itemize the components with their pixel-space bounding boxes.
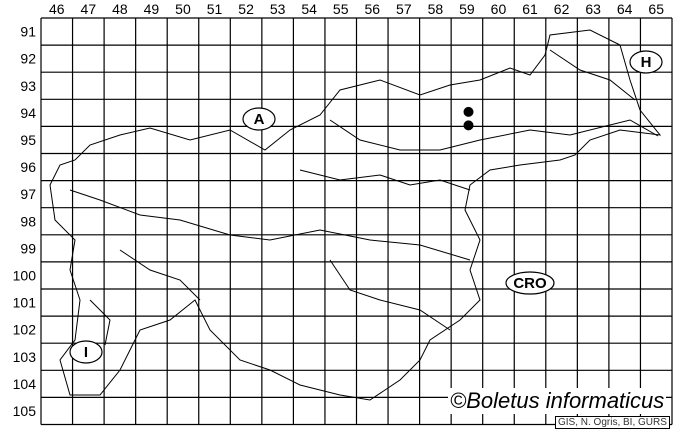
- country-label-austria-oval: [242, 107, 276, 131]
- row-label: 104: [13, 376, 37, 392]
- credits-text: GIS, N. Ogris, BI, GURS: [555, 416, 670, 429]
- record-dot: [463, 106, 474, 117]
- row-label: 103: [13, 349, 37, 365]
- country-label-italy: I: [84, 344, 88, 361]
- row-label: 92: [20, 51, 36, 67]
- river: [69, 189, 471, 261]
- row-label: 94: [20, 105, 36, 121]
- column-label: 47: [81, 1, 97, 17]
- row-label: 91: [20, 24, 36, 40]
- row-label: 101: [13, 295, 37, 311]
- column-label: 46: [49, 1, 65, 17]
- column-label: 52: [238, 1, 254, 17]
- grid: [40, 17, 673, 426]
- column-label: 56: [364, 1, 380, 17]
- river: [89, 299, 111, 346]
- country-label-hungary-oval: [629, 50, 663, 74]
- slovenia-border: [49, 29, 662, 401]
- country-label-croatia: CRO: [513, 275, 547, 292]
- country-label-italy-oval: [69, 340, 103, 364]
- column-label: 50: [175, 1, 191, 17]
- river: [329, 119, 659, 151]
- row-label: 96: [20, 159, 36, 175]
- records: [463, 106, 474, 131]
- record-dot: [463, 120, 474, 131]
- column-label: 51: [207, 1, 223, 17]
- column-label: 53: [270, 1, 286, 17]
- row-label: 99: [20, 240, 36, 256]
- country-label-hungary: H: [641, 54, 652, 71]
- river: [119, 249, 201, 301]
- column-label: 64: [617, 1, 633, 17]
- column-label: 57: [396, 1, 412, 17]
- column-label: 54: [301, 1, 317, 17]
- country-label-austria: A: [254, 111, 265, 128]
- column-label: 63: [585, 1, 601, 17]
- column-label: 48: [112, 1, 128, 17]
- country-border: [49, 29, 662, 401]
- row-label: 98: [20, 213, 36, 229]
- copyright-text: ©Boletus informaticus: [448, 388, 667, 414]
- row-label: 95: [20, 132, 36, 148]
- column-label: 49: [144, 1, 160, 17]
- river: [299, 169, 471, 191]
- column-label: 62: [554, 1, 570, 17]
- river: [549, 49, 636, 101]
- column-label: 55: [333, 1, 349, 17]
- country-labels: A H CRO I: [69, 50, 663, 364]
- country-label-croatia-oval: [505, 271, 555, 295]
- row-label: 105: [13, 403, 37, 419]
- row-label: 97: [20, 186, 36, 202]
- row-label: 100: [13, 267, 37, 283]
- column-label: 60: [491, 1, 507, 17]
- river: [329, 259, 451, 331]
- column-label: 58: [428, 1, 444, 17]
- column-label: 65: [648, 1, 664, 17]
- column-label: 59: [459, 1, 475, 17]
- row-label: 93: [20, 78, 36, 94]
- axis-labels: 46 47 48 49 50 51 52 53 54 55 56 57 58 59 60 61 62 63 64 65…: [13, 1, 665, 419]
- row-label: 102: [13, 322, 37, 338]
- column-label: 61: [522, 1, 538, 17]
